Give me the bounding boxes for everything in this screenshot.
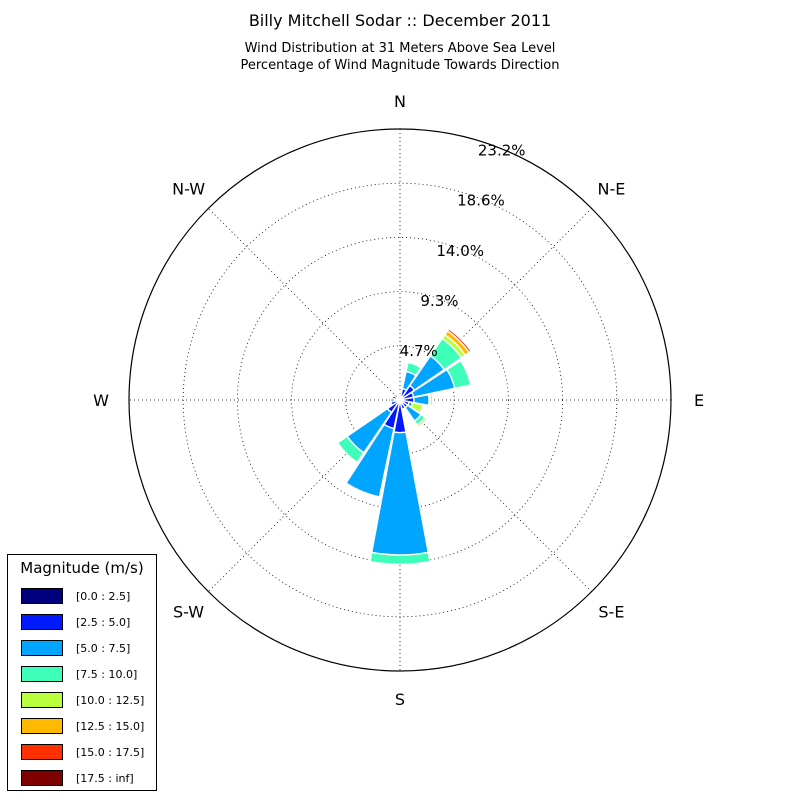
radial-tick-label-3: 14.0% <box>436 242 484 260</box>
legend-swatch <box>21 588 63 604</box>
legend-label: [12.5 : 15.0] <box>76 720 145 733</box>
bar-dir13-bin1 <box>391 394 399 401</box>
legend-swatch <box>21 692 63 708</box>
direction-label-n: N <box>394 92 406 111</box>
bar-dir6-bin4 <box>416 416 428 428</box>
legend-label: [5.0 : 7.5] <box>76 642 131 655</box>
legend-swatch <box>21 666 63 682</box>
legend-label: [7.5 : 10.0] <box>76 668 138 681</box>
legend-swatch <box>21 718 63 734</box>
radial-tick-label-4: 18.6% <box>457 192 505 210</box>
grid-ring-2 <box>291 291 509 509</box>
legend: Magnitude (m/s) [0.0 : 2.5] [2.5 : 5.0] [5… <box>7 554 157 791</box>
bar-dir8-bin3 <box>369 551 431 566</box>
direction-label-n-w: N-W <box>172 180 205 199</box>
bar-dir2-bin6 <box>446 327 473 354</box>
legend-label: [17.5 : inf] <box>76 772 134 785</box>
chart-title: Billy Mitchell Sodar :: December 2011 <box>248 11 552 30</box>
legend-label: [2.5 : 5.0] <box>76 616 131 629</box>
direction-label-n-e: N-E <box>597 180 625 199</box>
legend-label: [10.0 : 12.5] <box>76 694 145 707</box>
radial-tick-labels: 4.7% 9.3% 14.0% 18.6% 23.2% <box>400 142 526 360</box>
direction-label-s-w: S-W <box>173 602 204 621</box>
direction-labels: N N-E E S-E S S-W W N-W <box>93 92 704 709</box>
legend-label: [15.0 : 17.5] <box>76 746 145 759</box>
bar-dir3-bin3 <box>445 359 472 390</box>
direction-label-w: W <box>93 391 109 410</box>
legend-swatch <box>21 770 63 786</box>
bar-dir9-bin2 <box>345 423 395 498</box>
radial-tick-label-2: 9.3% <box>420 292 458 310</box>
legend-swatch <box>21 640 63 656</box>
bar-dir15-bin0 <box>397 396 401 401</box>
direction-label-s-e: S-E <box>598 602 624 621</box>
grid-ring-4 <box>182 182 618 618</box>
legend-label: [0.0 : 2.5] <box>76 590 131 603</box>
legend-title: Magnitude (m/s) <box>20 559 144 577</box>
direction-label-s: S <box>395 690 405 709</box>
bar-dir4-bin4 <box>428 393 434 407</box>
chart-subtitle-line2: Percentage of Wind Magnitude Towards Dir… <box>240 58 560 73</box>
direction-label-e: E <box>694 391 704 410</box>
outer-frame <box>128 128 672 672</box>
legend-swatch <box>21 614 63 630</box>
radial-tick-label-5: 23.2% <box>478 142 526 160</box>
bar-dir12-bin3 <box>387 397 392 403</box>
radial-tick-label-1: 4.7% <box>400 342 438 360</box>
chart-subtitle-line1: Wind Distribution at 31 Meters Above Sea… <box>244 41 556 56</box>
bar-dir10-bin3 <box>336 435 365 464</box>
bar-dir1-bin5 <box>407 359 424 368</box>
windrose-bars <box>336 327 473 566</box>
legend-swatch <box>21 744 63 760</box>
